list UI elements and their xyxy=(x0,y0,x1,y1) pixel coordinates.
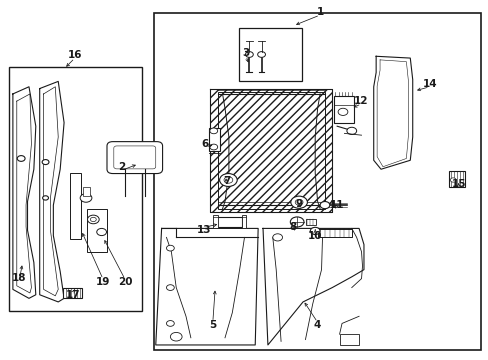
Circle shape xyxy=(166,245,174,251)
Circle shape xyxy=(219,174,237,186)
Text: 5: 5 xyxy=(209,320,216,330)
Circle shape xyxy=(346,127,356,134)
Text: 1: 1 xyxy=(316,7,323,17)
Text: 9: 9 xyxy=(295,199,302,210)
Text: 20: 20 xyxy=(118,277,132,287)
Circle shape xyxy=(290,196,307,208)
Text: 3: 3 xyxy=(242,48,249,58)
Text: 11: 11 xyxy=(329,200,344,210)
Circle shape xyxy=(295,199,303,205)
Polygon shape xyxy=(373,56,412,169)
Bar xyxy=(317,229,351,237)
Circle shape xyxy=(320,202,329,209)
Text: 8: 8 xyxy=(289,222,296,231)
Bar xyxy=(241,215,246,228)
Bar xyxy=(9,67,142,311)
Circle shape xyxy=(257,51,265,57)
Circle shape xyxy=(90,217,96,222)
Polygon shape xyxy=(156,228,258,345)
Circle shape xyxy=(80,194,92,202)
Text: 18: 18 xyxy=(12,273,26,283)
Text: 17: 17 xyxy=(65,291,80,301)
Circle shape xyxy=(166,285,174,291)
Text: 2: 2 xyxy=(118,162,125,172)
Polygon shape xyxy=(263,228,363,345)
Circle shape xyxy=(17,156,25,161)
Bar xyxy=(448,171,464,187)
Text: 7: 7 xyxy=(223,176,230,186)
Circle shape xyxy=(245,51,253,57)
Circle shape xyxy=(337,108,347,116)
Bar xyxy=(82,187,90,196)
Circle shape xyxy=(42,159,49,165)
Circle shape xyxy=(209,128,217,134)
Circle shape xyxy=(170,332,182,341)
Circle shape xyxy=(272,234,282,241)
Text: 15: 15 xyxy=(451,179,466,189)
Circle shape xyxy=(166,320,174,326)
Bar xyxy=(238,28,302,81)
Circle shape xyxy=(42,196,48,200)
Circle shape xyxy=(224,177,232,183)
Bar xyxy=(209,128,220,151)
Circle shape xyxy=(290,217,304,227)
Bar xyxy=(339,334,358,345)
Bar xyxy=(87,209,107,252)
FancyBboxPatch shape xyxy=(107,141,162,174)
Circle shape xyxy=(310,227,320,234)
Circle shape xyxy=(449,178,455,182)
Text: 14: 14 xyxy=(422,79,436,89)
Polygon shape xyxy=(13,87,36,298)
Bar xyxy=(212,215,217,228)
Text: 6: 6 xyxy=(202,139,209,149)
Text: 19: 19 xyxy=(96,277,110,287)
Text: 12: 12 xyxy=(353,96,368,106)
Circle shape xyxy=(87,215,99,224)
Bar xyxy=(62,288,82,298)
Polygon shape xyxy=(40,81,64,302)
Text: 4: 4 xyxy=(313,320,321,330)
Bar xyxy=(333,96,353,123)
Circle shape xyxy=(97,228,106,235)
Polygon shape xyxy=(210,89,331,212)
Bar xyxy=(305,219,315,225)
Text: 13: 13 xyxy=(196,225,211,235)
Text: 10: 10 xyxy=(307,231,322,240)
Bar xyxy=(70,173,81,239)
Bar xyxy=(154,13,480,350)
Circle shape xyxy=(209,144,217,150)
Text: 16: 16 xyxy=(67,50,82,60)
Bar xyxy=(217,217,241,226)
